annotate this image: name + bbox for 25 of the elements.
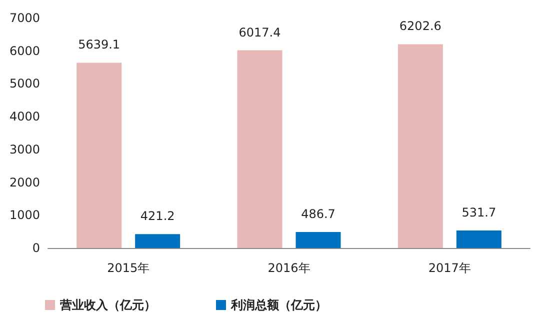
legend-label: 营业收入（亿元） — [59, 298, 156, 312]
data-label: 5639.1 — [78, 38, 120, 52]
bar — [237, 50, 282, 248]
y-tick-label: 5000 — [9, 76, 40, 91]
y-tick-label: 7000 — [9, 11, 40, 25]
x-tick-label: 2017年 — [428, 261, 471, 275]
legend-label: 利润总额（亿元） — [230, 298, 327, 312]
y-tick-label: 6000 — [9, 44, 40, 58]
y-tick-label: 4000 — [9, 110, 40, 124]
bar — [398, 44, 443, 248]
y-tick-label: 0 — [32, 241, 40, 255]
x-tick-label: 2016年 — [268, 261, 310, 275]
data-label: 486.7 — [301, 207, 336, 222]
y-tick-label: 2000 — [9, 175, 40, 190]
bar — [296, 232, 341, 248]
bar — [456, 230, 502, 248]
data-label: 6202.6 — [399, 19, 442, 34]
y-tick-label: 1000 — [9, 208, 40, 222]
bar — [76, 62, 122, 248]
data-label: 6017.4 — [238, 25, 281, 40]
data-label: 421.2 — [140, 209, 175, 224]
x-tick-label: 2015年 — [107, 261, 150, 275]
data-label: 531.7 — [462, 206, 496, 220]
y-tick-label: 3000 — [9, 142, 40, 156]
bar — [135, 234, 180, 248]
